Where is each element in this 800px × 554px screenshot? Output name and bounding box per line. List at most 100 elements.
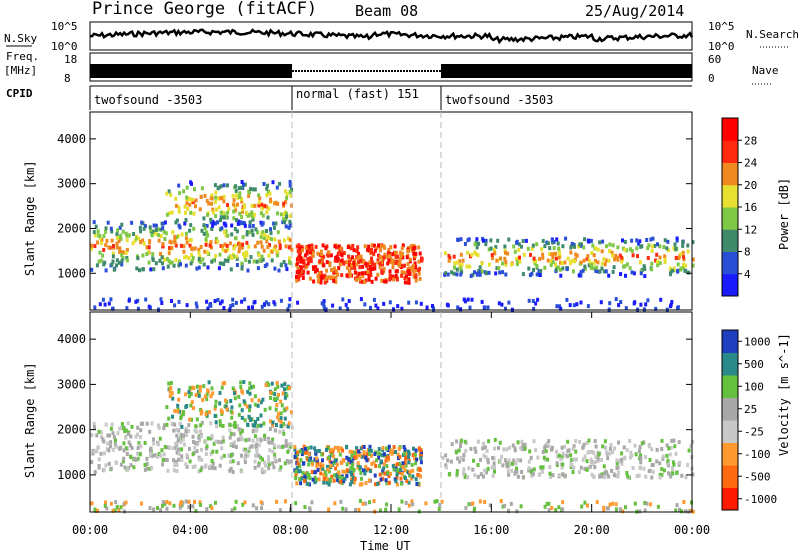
- xtick-label: 00:00: [72, 523, 108, 537]
- heatmap-cell: [566, 439, 570, 444]
- heatmap-cell: [364, 468, 368, 473]
- heatmap-cell: [194, 424, 198, 429]
- heatmap-cell: [232, 432, 236, 437]
- heatmap-cell: [305, 471, 309, 476]
- heatmap-cell: [336, 272, 340, 277]
- heatmap-cell: [560, 445, 564, 450]
- heatmap-cell: [253, 402, 257, 407]
- heatmap-cell: [345, 468, 349, 473]
- heatmap-cell: [158, 258, 162, 263]
- heatmap-cell: [245, 210, 249, 215]
- heatmap-cell: [228, 423, 232, 428]
- heatmap-cell: [174, 196, 178, 201]
- cpid-label: CPID: [6, 87, 33, 100]
- heatmap-cell: [666, 239, 670, 244]
- heatmap-cell: [165, 191, 169, 196]
- heatmap-cell: [319, 462, 323, 467]
- heatmap-cell: [304, 265, 308, 270]
- heatmap-cell: [136, 256, 140, 261]
- heatmap-cell: [618, 253, 622, 258]
- heatmap-cell: [585, 467, 589, 472]
- colorbar-swatch: [722, 162, 738, 186]
- heatmap-cell: [279, 465, 283, 470]
- heatmap-cell: [571, 269, 575, 274]
- heatmap-cell: [600, 249, 604, 254]
- heatmap-cell: [204, 446, 208, 451]
- heatmap-cell: [240, 469, 244, 474]
- heatmap-cell: [353, 455, 357, 460]
- heatmap-cell: [188, 394, 191, 399]
- heatmap-cell: [364, 455, 368, 460]
- heatmap-cell: [477, 241, 481, 246]
- heatmap-cell: [273, 266, 277, 271]
- heatmap-cell: [98, 236, 102, 241]
- heatmap-cell: [452, 271, 456, 276]
- xaxis-label: Time UT: [360, 539, 411, 553]
- heatmap-cell: [483, 468, 487, 473]
- heatmap-cell: [341, 469, 345, 474]
- heatmap-cell: [328, 275, 332, 280]
- heatmap-cell: [409, 245, 413, 249]
- heatmap-cell: [509, 501, 513, 506]
- heatmap-cell: [463, 474, 467, 479]
- heatmap-cell: [272, 443, 276, 448]
- heatmap-cell: [112, 435, 116, 440]
- heatmap-cell: [471, 467, 475, 472]
- heatmap-cell: [184, 254, 188, 259]
- heatmap-cell: [311, 462, 315, 467]
- heatmap-cell: [444, 271, 448, 276]
- heatmap-cell: [366, 247, 370, 252]
- heatmap-cell: [243, 456, 247, 461]
- heatmap-cell: [173, 303, 177, 308]
- heatmap-cell: [126, 431, 130, 436]
- heatmap-cell: [674, 451, 678, 456]
- heatmap-cell: [629, 450, 633, 455]
- heatmap-cell: [410, 463, 414, 467]
- heatmap-cell: [257, 398, 261, 403]
- heatmap-cell: [478, 265, 482, 270]
- heatmap-cell: [117, 239, 121, 244]
- heatmap-cell: [334, 466, 338, 471]
- heatmap-cell: [339, 246, 343, 251]
- heatmap-cell: [532, 306, 536, 311]
- heatmap-cell: [624, 273, 627, 278]
- heatmap-cell: [347, 263, 351, 268]
- heatmap-cell: [337, 266, 341, 271]
- heatmap-cell: [213, 466, 217, 471]
- heatmap-cell: [357, 251, 361, 256]
- heatmap-cell: [585, 441, 589, 445]
- heatmap-cell: [192, 440, 195, 444]
- heatmap-cell: [323, 306, 327, 311]
- cpid-segment-3: twofsound -3503: [445, 93, 553, 107]
- heatmap-cell: [276, 384, 280, 389]
- heatmap-cell: [240, 437, 244, 442]
- heatmap-cell: [223, 242, 227, 247]
- heatmap-cell: [314, 449, 318, 454]
- heatmap-cell: [270, 237, 273, 242]
- heatmap-cell: [136, 451, 140, 456]
- heatmap-cell: [226, 233, 230, 238]
- heatmap-cell: [396, 468, 400, 473]
- heatmap-cell: [224, 233, 228, 238]
- heatmap-cell: [407, 280, 411, 285]
- heatmap-cell: [177, 299, 181, 304]
- heatmap-cell: [358, 453, 362, 458]
- heatmap-cell: [212, 441, 216, 446]
- heatmap-cell: [515, 466, 518, 471]
- heatmap-cell: [535, 242, 539, 247]
- heatmap-cell: [113, 438, 117, 443]
- heatmap-cell: [193, 499, 196, 504]
- heatmap-cell: [115, 505, 119, 509]
- heatmap-cell: [420, 450, 423, 455]
- heatmap-cell: [272, 397, 276, 402]
- heatmap-cell: [521, 475, 525, 480]
- heatmap-cell: [176, 403, 180, 408]
- heatmap-cell: [157, 425, 161, 430]
- heatmap-cell: [558, 304, 561, 309]
- heatmap-cell: [336, 256, 340, 261]
- heatmap-cell: [266, 190, 270, 195]
- heatmap-cell: [622, 445, 626, 450]
- heatmap-cell: [270, 258, 274, 263]
- heatmap-cell: [310, 243, 314, 248]
- heatmap-cell: [368, 260, 372, 265]
